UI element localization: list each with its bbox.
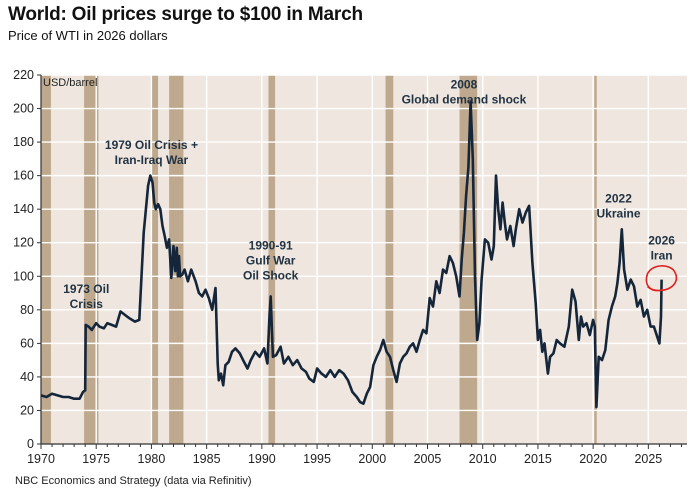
y-tick-label: 160	[13, 169, 34, 183]
recession-band	[151, 75, 159, 444]
x-tick-label: 1995	[303, 452, 331, 466]
annotation-line: Oil Shock	[243, 268, 299, 282]
x-tick-label: 2000	[358, 452, 386, 466]
annotation-line: Iran	[651, 248, 673, 262]
y-tick-label: 140	[13, 202, 34, 216]
annotation-line: Ukraine	[597, 206, 641, 220]
x-tick-label: 1980	[138, 452, 166, 466]
annotation-line: 1979 Oil Crisis +	[105, 138, 198, 152]
chart-subtitle: Price of WTI in 2026 dollars	[8, 28, 168, 43]
annotation-line: 2026	[648, 233, 675, 247]
annotation-line: Iran-Iraq War	[115, 153, 189, 167]
annotation-line: Crisis	[70, 297, 104, 311]
annotation-line: 1973 Oil	[63, 282, 109, 296]
recession-band	[268, 75, 276, 444]
x-tick-label: 2010	[469, 452, 497, 466]
chart-title: World: Oil prices surge to $100 in March	[8, 4, 363, 25]
y-tick-label: 80	[20, 303, 34, 317]
annotations: 1973 Oil Crisis 1979 Oil Crisis + Iran-Iraq…	[63, 77, 675, 311]
wti-price-line	[40, 100, 663, 409]
x-tick-label: 1985	[193, 452, 221, 466]
y-tick-label: 180	[13, 135, 34, 149]
x-tick-label: 2020	[579, 452, 607, 466]
y-tick-label: 220	[13, 68, 34, 82]
annotation-label: 1979 Oil Crisis + Iran-Iraq War	[105, 138, 198, 167]
y-tick-label: 40	[20, 370, 34, 384]
x-tick-label: 2015	[524, 452, 552, 466]
annotation-label: 2026 Iran	[648, 233, 675, 262]
x-tick-label: 1970	[27, 452, 55, 466]
axes: 0 20 40 60 80 100 120 140 160 180 200 220 1970 1975 19…	[13, 68, 687, 466]
recession-band	[84, 75, 99, 444]
annotation-line: 2022	[605, 191, 632, 205]
annotation-label: 1990-91 Gulf War Oil Shock	[243, 238, 299, 282]
y-tick-label: 20	[20, 403, 34, 417]
y-tick-label: 200	[13, 102, 34, 116]
recession-band	[594, 75, 597, 444]
y-tick-label: 0	[27, 437, 34, 451]
annotation-line: 1990-91	[249, 238, 293, 252]
annotation-label: 2022 Ukraine	[597, 191, 641, 220]
x-tick-label: 1975	[82, 452, 110, 466]
recession-band	[41, 75, 51, 444]
annotation-label: 2008 Global demand shock	[402, 77, 527, 106]
x-tick-label: 2005	[414, 452, 442, 466]
plot-background	[41, 75, 687, 444]
y-tick-label: 60	[20, 336, 34, 350]
annotation-line: Gulf War	[246, 253, 296, 267]
y-tick-label: 100	[13, 269, 34, 283]
x-tick-label: 2025	[634, 452, 662, 466]
annotation-label: 1973 Oil Crisis	[63, 282, 109, 311]
x-tick-label: 1990	[248, 452, 276, 466]
annotation-line: 2008	[451, 77, 478, 91]
y-axis-unit-label: USD/barrel	[43, 77, 97, 89]
source-note: NBC Economics and Strategy (data via Ref…	[15, 475, 252, 487]
recession-band	[385, 75, 394, 444]
y-tick-label: 120	[13, 236, 34, 250]
annotation-line: Global demand shock	[402, 92, 527, 106]
highlight-circle	[645, 265, 678, 292]
gridlines	[41, 74, 687, 444]
